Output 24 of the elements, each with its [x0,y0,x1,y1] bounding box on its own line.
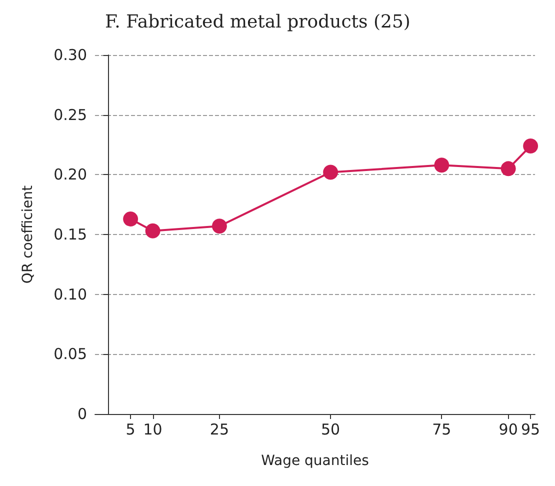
x-axis-title: Wage quantiles [261,453,369,469]
y-tick-label: 0 [77,405,87,423]
y-tick-label: 0.15 [54,226,87,244]
chart-title: F. Fabricated metal products (25) [105,12,410,32]
point [212,218,227,234]
point [434,158,450,173]
y-tick-label: 0.10 [54,285,87,304]
point [323,164,338,180]
x-tick-label: 90 [498,420,518,438]
point [123,211,138,226]
x-tick-label: 50 [321,420,340,438]
y-tick-label: 0.20 [54,166,87,184]
point [523,138,538,154]
y-axis-title: QR coefficient [20,184,36,284]
x-tick-label: 25 [210,420,229,438]
point [145,223,160,238]
x-tick-label: 75 [432,420,452,438]
y-tick-label: 0.25 [54,106,87,124]
point [500,161,516,176]
x-tick-label: 10 [143,420,162,438]
y-tick-label: 0.05 [54,345,87,364]
x-tick-label: 95 [521,420,540,438]
x-tick-label: 5 [126,420,136,438]
y-tick-label: 0.30 [54,46,87,64]
